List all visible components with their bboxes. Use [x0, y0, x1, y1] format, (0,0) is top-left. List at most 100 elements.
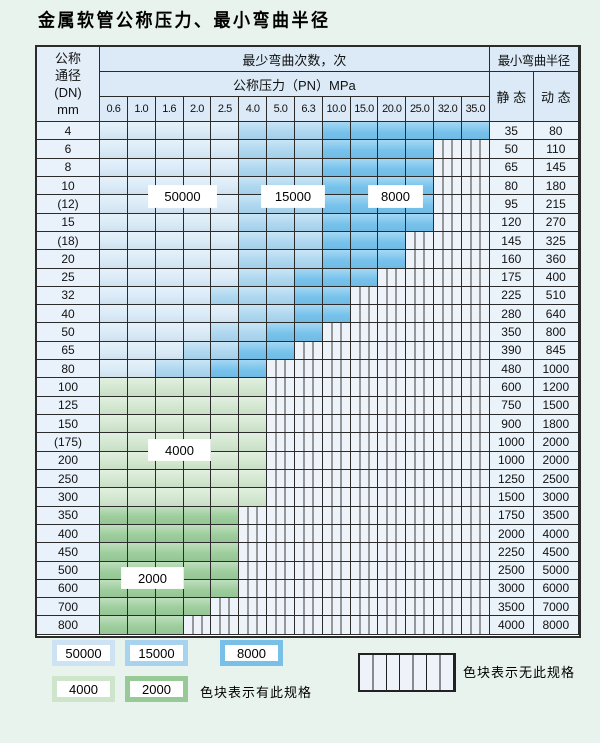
- matrix-cell-no-spec: [350, 378, 379, 397]
- matrix-cell-no-spec: [434, 543, 462, 562]
- matrix-cell-spec: [155, 231, 184, 251]
- matrix-cell-spec: [183, 378, 212, 397]
- matrix-cell-no-spec: [350, 396, 379, 415]
- matrix-cell-spec: [155, 122, 184, 141]
- matrix-cell-no-spec: [434, 360, 462, 379]
- matrix-cell-no-spec: [350, 579, 379, 599]
- matrix-cell-no-spec: [239, 506, 268, 525]
- matrix-cell-no-spec: [406, 323, 435, 342]
- matrix-cell-spec: [378, 140, 407, 159]
- matrix-cell-spec: [267, 122, 295, 141]
- matrix-cell-spec: [406, 158, 435, 177]
- matrix-cell-spec: [239, 378, 268, 397]
- matrix-cell-spec: [127, 122, 156, 141]
- matrix-cell-spec: [100, 268, 128, 287]
- matrix-cell-spec: [155, 506, 184, 525]
- matrix-cell-spec: [155, 598, 184, 617]
- matrix-cell-no-spec: [461, 524, 490, 544]
- matrix-cell-spec: [294, 213, 323, 232]
- matrix-cell-spec: [183, 415, 212, 434]
- matrix-cell-spec: [100, 158, 128, 177]
- matrix-cell-spec: [211, 195, 240, 214]
- matrix-cell-no-spec: [350, 360, 379, 379]
- matrix-cell-no-spec: [267, 488, 295, 507]
- dynamic-radius-value: 360: [533, 250, 579, 269]
- matrix-cell-no-spec: [350, 305, 379, 324]
- matrix-cell-spec: [267, 250, 295, 269]
- matrix-cell-no-spec: [406, 341, 435, 361]
- matrix-cell-no-spec: [350, 341, 379, 361]
- matrix-cell-no-spec: [434, 415, 462, 434]
- matrix-cell-no-spec: [211, 616, 240, 635]
- static-radius-value: 2250: [489, 543, 534, 562]
- matrix-cell-no-spec: [294, 433, 323, 452]
- matrix-cell-spec: [183, 305, 212, 324]
- matrix-cell-spec: [294, 286, 323, 306]
- matrix-cell-no-spec: [406, 451, 435, 470]
- dn-label: 4: [37, 122, 100, 141]
- matrix-cell-no-spec: [322, 524, 351, 544]
- matrix-cell-no-spec: [406, 433, 435, 452]
- matrix-cell-no-spec: [322, 360, 351, 379]
- matrix-cell-spec: [155, 286, 184, 306]
- matrix-cell-spec: [267, 140, 295, 159]
- static-radius-value: 1750: [489, 506, 534, 525]
- dynamic-radius-value: 3500: [533, 506, 579, 525]
- matrix-cell-spec: [322, 305, 351, 324]
- matrix-cell-spec: [378, 250, 407, 269]
- dn-label: 100: [37, 378, 100, 397]
- matrix-cell-spec: [211, 415, 240, 434]
- matrix-cell-spec: [127, 231, 156, 251]
- matrix-cell-spec: [211, 158, 240, 177]
- matrix-cell-spec: [211, 506, 240, 525]
- legend-swatch-8000: 8000: [220, 640, 283, 666]
- dynamic-radius-value: 845: [533, 341, 579, 361]
- matrix-cell-spec: [322, 158, 351, 177]
- header-dn-line: mm: [57, 102, 79, 117]
- matrix-cell-no-spec: [461, 231, 490, 251]
- matrix-cell-spec: [183, 469, 212, 489]
- matrix-cell-spec: [294, 305, 323, 324]
- matrix-cell-spec: [183, 158, 212, 177]
- matrix-cell-spec: [211, 213, 240, 232]
- matrix-cell-no-spec: [406, 286, 435, 306]
- matrix-cell-spec: [155, 378, 184, 397]
- matrix-cell-no-spec: [461, 616, 490, 635]
- matrix-cell-no-spec: [294, 598, 323, 617]
- matrix-cell-no-spec: [378, 524, 407, 544]
- matrix-cell-no-spec: [461, 598, 490, 617]
- matrix-cell-spec: [155, 158, 184, 177]
- header-dynamic: 动 态: [533, 72, 579, 122]
- matrix-cell-no-spec: [267, 616, 295, 635]
- matrix-cell-no-spec: [406, 488, 435, 507]
- dn-label: 450: [37, 543, 100, 562]
- matrix-cell-spec: [239, 469, 268, 489]
- matrix-cell-spec: [322, 176, 351, 196]
- matrix-cell-spec: [211, 451, 240, 470]
- matrix-cell-spec: [100, 378, 128, 397]
- dn-label: 15: [37, 213, 100, 232]
- matrix-cell-spec: [322, 268, 351, 287]
- matrix-cell-spec: [155, 616, 184, 635]
- matrix-cell-spec: [294, 140, 323, 159]
- matrix-cell-no-spec: [294, 378, 323, 397]
- matrix-cell-no-spec: [378, 268, 407, 287]
- matrix-cell-no-spec: [378, 616, 407, 635]
- static-radius-value: 3000: [489, 579, 534, 599]
- matrix-cell-spec: [100, 469, 128, 489]
- matrix-cell-spec: [211, 396, 240, 415]
- matrix-cell-spec: [211, 305, 240, 324]
- matrix-cell-spec: [127, 323, 156, 342]
- matrix-cell-no-spec: [267, 561, 295, 580]
- matrix-cell-spec: [100, 433, 128, 452]
- matrix-cell-no-spec: [350, 561, 379, 580]
- matrix-cell-no-spec: [406, 250, 435, 269]
- matrix-cell-no-spec: [183, 616, 212, 635]
- matrix-cell-spec: [211, 140, 240, 159]
- matrix-cell-no-spec: [294, 451, 323, 470]
- matrix-cell-no-spec: [406, 616, 435, 635]
- matrix-cell-spec: [183, 250, 212, 269]
- matrix-cell-no-spec: [267, 506, 295, 525]
- matrix-cell-no-spec: [461, 341, 490, 361]
- dynamic-radius-value: 1200: [533, 378, 579, 397]
